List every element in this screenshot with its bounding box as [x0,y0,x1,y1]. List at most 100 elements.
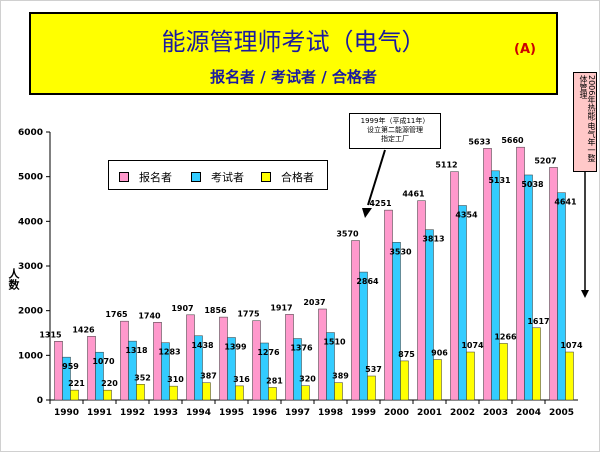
bar-examinees [392,242,401,401]
bar-passers [202,382,211,401]
y-tick-label: 0 [37,396,43,406]
x-tick-label: 1994 [186,408,211,418]
data-label-examinees: 1318 [125,346,148,355]
bar-examinees [128,340,137,401]
chart-subtitle: 报名者 / 考试者 / 合格者 [210,68,377,86]
bar-applicants [186,314,195,401]
data-label-applicants: 5207 [534,156,556,165]
bar-applicants [219,316,228,401]
data-label-passers: 221 [68,379,85,388]
legend-swatch-examinees [191,172,201,182]
x-tick-label: 2005 [549,408,574,418]
callout-line-3: 指定工厂 [381,135,409,143]
x-tick-label: 1999 [351,408,376,418]
data-label-passers: 906 [431,349,448,358]
bar-examinees [557,192,566,401]
title-banner: 能源管理师考试（电气） (A) 报名者 / 考试者 / 合格者 [29,12,558,95]
x-tick-label: 2003 [483,408,508,418]
bar-examinees [161,342,170,401]
data-label-examinees: 4354 [455,211,478,220]
bar-examinees [293,338,302,401]
x-tick-label: 2002 [450,408,475,418]
legend-item-examinees: 考试者 [191,169,244,185]
legend-label-passers: 合格者 [281,171,314,184]
data-label-examinees: 2864 [356,277,379,286]
bar-examinees [425,229,434,401]
x-tick-label: 1995 [219,408,244,418]
data-label-applicants: 4461 [402,190,425,199]
bar-examinees [62,356,71,401]
bar-applicants [318,308,327,401]
x-tick-label: 1993 [153,408,178,418]
bar-passers [466,351,475,401]
x-tick-label: 1990 [54,408,79,418]
legend-label-applicants: 报名者 [139,171,172,184]
x-tick-label: 2000 [384,408,409,418]
data-label-examinees: 4641 [554,198,577,207]
bar-passers [400,360,409,401]
data-label-examinees: 1399 [224,343,247,352]
bar-applicants [252,320,261,401]
data-label-passers: 1266 [494,332,517,341]
legend-swatch-passers [261,172,271,182]
bar-passers [367,375,376,401]
data-label-applicants: 1740 [138,311,161,320]
data-label-applicants: 1917 [270,303,292,312]
x-tick-label: 1996 [252,408,277,418]
bar-applicants [87,336,96,401]
legend-label-examinees: 考试者 [211,171,244,184]
data-label-examinees: 1438 [191,341,214,350]
data-label-applicants: 2037 [303,298,325,307]
y-tick-label: 4000 [18,217,43,227]
bar-examinees [95,351,104,401]
data-label-examinees: 1276 [257,348,280,357]
chart-title: 能源管理师考试（电气） [161,28,426,56]
data-label-applicants: 1907 [171,304,193,313]
x-tick-label: 2001 [417,408,442,418]
bar-examinees [326,332,335,401]
data-label-applicants: 5633 [468,137,490,146]
bar-applicants [384,209,393,401]
data-label-applicants: 3570 [336,230,359,239]
data-label-applicants: 5660 [501,136,524,145]
data-label-passers: 537 [365,365,382,374]
callout-arrow-line [367,149,386,206]
data-label-examinees: 1070 [92,357,115,366]
bar-applicants [450,171,459,401]
y-tick-label: 2000 [18,307,43,317]
legend-item-passers: 合格者 [261,169,314,185]
bar-passers [70,389,79,401]
data-label-applicants: 1775 [237,310,260,319]
bar-examinees [260,342,269,401]
y-axis-label: 人数 [7,268,20,290]
y-tick-label: 1000 [18,351,43,361]
data-label-passers: 220 [101,379,118,388]
x-tick-label: 1997 [285,408,310,418]
bar-examinees [227,337,236,401]
data-label-examinees: 3530 [389,247,412,256]
data-label-passers: 875 [398,350,415,359]
title-tag: (A) [514,42,536,57]
data-label-passers: 1617 [527,317,549,326]
x-tick-label: 1991 [87,408,112,418]
bar-applicants [483,148,492,401]
side-note: 2006年热能·电气年一整体管理 [573,72,597,172]
data-label-passers: 310 [167,375,184,384]
bar-passers [136,384,145,401]
callout-line-2: 设立第二能源管理 [367,126,423,134]
bar-passers [334,382,343,401]
data-label-examinees: 959 [62,362,79,371]
data-label-passers: 1074 [461,341,484,350]
data-label-applicants: 1315 [39,330,62,339]
x-tick-label: 1992 [120,408,145,418]
y-tick-label: 5000 [18,173,43,183]
bar-passers [565,351,574,401]
bar-applicants [120,320,129,401]
annotation-callout: 1999年（平成11年） 设立第二能源管理 指定工厂 [349,113,441,149]
bar-applicants [285,314,294,401]
bar-passers [499,343,508,401]
data-label-applicants: 1426 [72,325,95,334]
side-note-arrowhead [581,290,589,298]
bar-examinees [194,335,203,401]
